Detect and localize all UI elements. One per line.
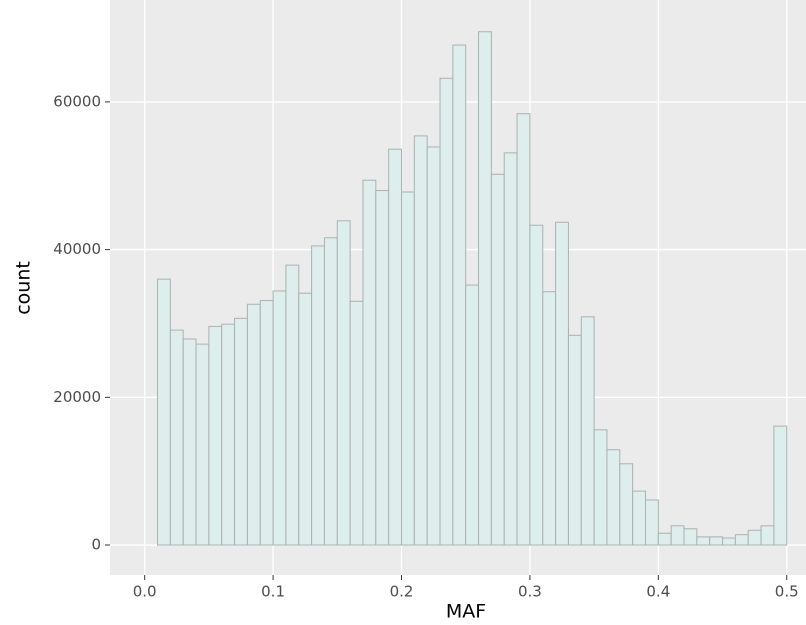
bar [400, 191, 415, 546]
bar [465, 284, 480, 546]
bar [452, 44, 467, 546]
bar [503, 152, 518, 546]
bar [349, 300, 364, 546]
bar [169, 329, 184, 546]
bar [285, 264, 300, 546]
bar [336, 220, 351, 546]
y-tick-label: 0 [91, 536, 101, 554]
bar [490, 173, 505, 546]
y-tick-label: 20000 [53, 388, 101, 406]
bar [311, 245, 325, 546]
y-tick-label: 60000 [53, 92, 101, 110]
x-tick-label: 0.0 [133, 583, 157, 601]
bar [323, 237, 338, 546]
bar [478, 31, 492, 546]
x-axis-label: MAF [446, 601, 486, 623]
bar [439, 77, 454, 546]
bar [272, 290, 287, 546]
bar [580, 316, 595, 546]
x-tick-label: 0.2 [390, 583, 414, 601]
bar [234, 317, 248, 546]
bar [644, 499, 659, 546]
bar [182, 338, 197, 546]
bar [221, 323, 236, 546]
bar [709, 536, 724, 546]
bar [413, 135, 428, 546]
y-tick-label: 40000 [53, 240, 101, 258]
bar [773, 425, 788, 546]
bar [375, 190, 390, 546]
bar [542, 291, 557, 546]
bar [722, 537, 736, 546]
bar [529, 224, 544, 546]
bar [593, 429, 608, 546]
bar [298, 292, 313, 546]
bar [362, 179, 377, 546]
y-axis-label: count [13, 261, 35, 315]
bar [619, 463, 634, 546]
x-tick-label: 0.4 [646, 583, 670, 601]
bar [670, 525, 685, 546]
x-tick-label: 0.5 [775, 583, 799, 601]
bar [516, 113, 531, 546]
bar [683, 528, 698, 546]
x-tick-label: 0.3 [518, 583, 542, 601]
bar [195, 343, 210, 546]
bar [246, 303, 261, 546]
bar [747, 529, 762, 546]
bar [157, 278, 171, 546]
bar [426, 146, 441, 546]
bar [657, 532, 672, 546]
bar [760, 525, 775, 546]
bar [734, 534, 749, 546]
bar [555, 221, 569, 546]
bar [696, 536, 711, 546]
bar [632, 490, 646, 546]
bar [388, 148, 402, 546]
bar [606, 449, 621, 546]
bar [567, 334, 582, 546]
bar [259, 300, 274, 546]
x-tick-label: 0.1 [261, 583, 285, 601]
bar [208, 325, 223, 546]
